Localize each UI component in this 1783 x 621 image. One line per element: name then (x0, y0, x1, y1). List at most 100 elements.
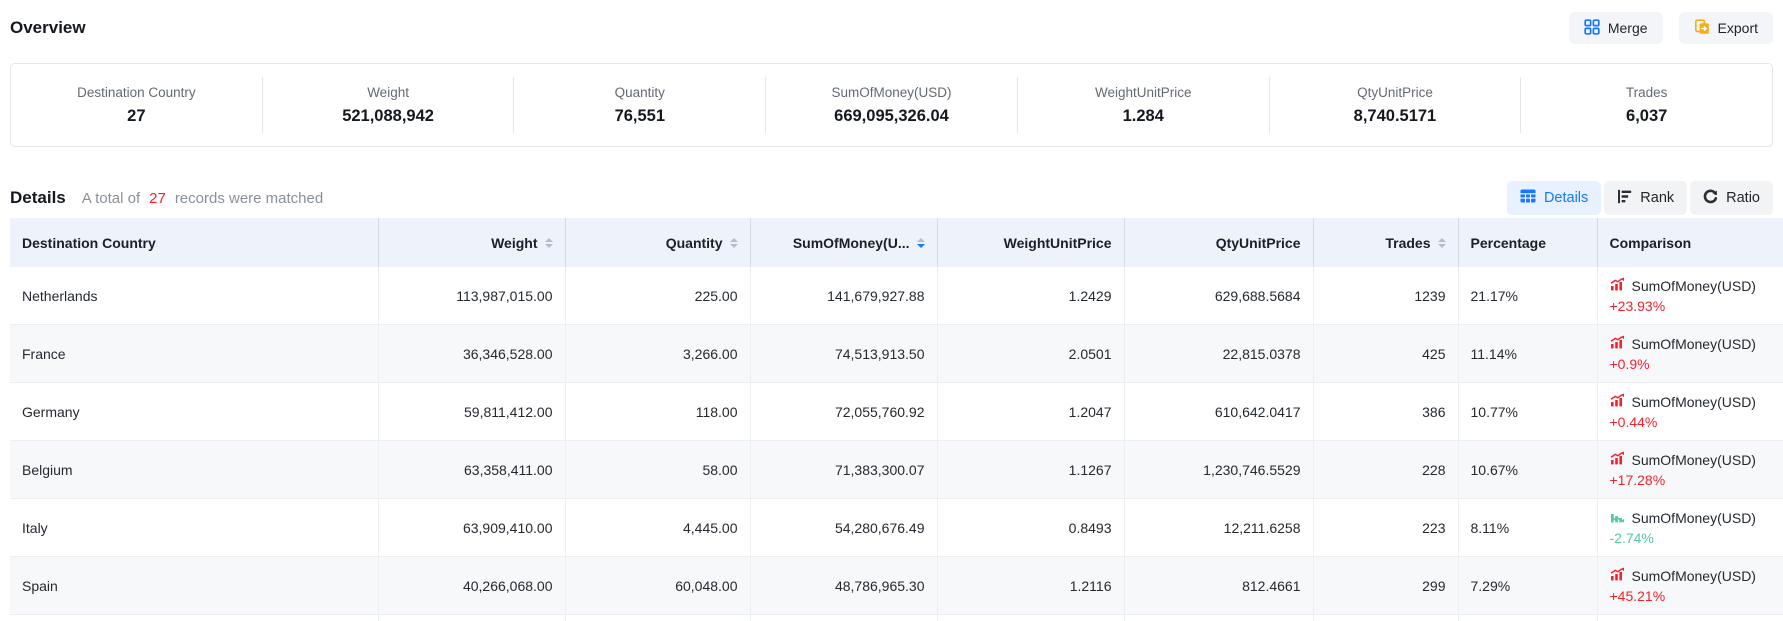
stat-value: 76,551 (614, 106, 666, 125)
cell-sum-of-money: 54,280,676.49 (750, 498, 938, 557)
stat-quantity: Quantity 76,551 (513, 77, 765, 133)
trend-up-icon (1610, 335, 1625, 352)
cell-weight-unit-price: 1.1267 (937, 440, 1125, 499)
table-icon (1520, 189, 1536, 207)
stat-sum-of-money: SumOfMoney(USD) 669,095,326.04 (765, 77, 1017, 133)
cell-country: Netherlands (10, 267, 379, 325)
stat-trades: Trades 6,037 (1520, 77, 1772, 133)
match-count: 27 (149, 189, 166, 207)
details-bar: Details A total of 27 records were match… (10, 180, 1773, 216)
table-row: Belgium 63,358,411.00 58.00 71,383,300.0… (10, 440, 1783, 499)
stat-qty-unit-price: QtyUnitPrice 8,740.5171 (1268, 77, 1521, 133)
cell-qty-unit-price: 629,688.5684 (1124, 267, 1314, 325)
export-button[interactable]: Export (1678, 12, 1773, 44)
cell-weight: 63,358,411.00 (378, 440, 566, 499)
stat-weight-unit-price: WeightUnitPrice 1.284 (1016, 77, 1269, 133)
cell-sum-of-money: 72,055,760.92 (750, 382, 938, 441)
table-header-row: Destination Country Weight Quantity SumO… (10, 218, 1783, 267)
comparison-metric: SumOfMoney(USD) (1631, 393, 1756, 410)
cell-trades: 1239 (1313, 267, 1459, 325)
cell-trades: 299 (1313, 556, 1459, 615)
col-comparison: Comparison (1597, 218, 1783, 267)
page-title: Overview (10, 18, 86, 37)
sort-caret (544, 237, 553, 248)
stat-value: 521,088,942 (342, 106, 434, 125)
comparison-change: +45.21% (1609, 588, 1666, 604)
stat-value: 1.284 (1122, 106, 1164, 125)
stat-label: Quantity (614, 84, 665, 100)
cell-quantity: 60,048.00 (565, 556, 751, 615)
view-switch: Details Rank Ratio (1506, 181, 1773, 215)
sort-caret-active-desc (916, 237, 925, 248)
col-percentage: Percentage (1458, 218, 1598, 267)
table-row: France 36,346,528.00 3,266.00 74,513,913… (10, 324, 1783, 383)
cell-weight: 36,346,528.00 (378, 324, 566, 383)
stat-label: Trades (1625, 84, 1668, 100)
ratio-icon (1703, 189, 1718, 208)
comparison-metric: SumOfMoney(USD) (1631, 567, 1756, 584)
details-title: Details (10, 188, 66, 207)
cell-trades: 223 (1313, 498, 1459, 557)
cell-comparison: SumOfMoney(USD) +23.93% (1597, 267, 1783, 325)
cell-qty-unit-price: 12,211.6258 (1124, 498, 1314, 557)
tab-ratio-label: Ratio (1726, 190, 1760, 206)
comparison-change: +23.93% (1609, 298, 1666, 314)
cell-qty-unit-price: 812.4661 (1124, 556, 1314, 615)
tab-ratio[interactable]: Ratio (1690, 181, 1773, 215)
cell-sum-of-money: 141,679,927.88 (750, 267, 938, 325)
cell-weight: 59,811,412.00 (378, 382, 566, 441)
cell-weight: 63,909,410.00 (378, 498, 566, 557)
stat-value: 6,037 (1626, 106, 1668, 125)
cell-percentage: 7.29% (1458, 556, 1598, 615)
tab-details[interactable]: Details (1506, 181, 1602, 215)
cell-comparison: SumOfMoney(USD) +45.21% (1597, 556, 1783, 615)
cell-weight-unit-price: 0.8493 (937, 498, 1125, 557)
stat-label: QtyUnitPrice (1357, 84, 1433, 100)
col-qty-unit-price: QtyUnitPrice (1124, 218, 1314, 267)
match-suffix: records were matched (174, 189, 324, 207)
cell-percentage: 10.77% (1458, 382, 1598, 441)
col-sum-of-money-sorter[interactable]: SumOfMoney(U... (750, 218, 938, 267)
cell-qty-unit-price: 1,230,746.5529 (1124, 440, 1314, 499)
stat-value: 669,095,326.04 (834, 106, 949, 125)
cell-percentage: 21.17% (1458, 267, 1598, 325)
stat-destination-country: Destination Country 27 (11, 77, 262, 133)
merge-button[interactable]: Merge (1568, 12, 1663, 44)
col-quantity-sorter[interactable]: Quantity (565, 218, 751, 267)
table-row: Spain 40,266,068.00 60,048.00 48,786,965… (10, 556, 1783, 615)
cell-country: Italy (10, 498, 379, 557)
cell-weight: 40,266,068.00 (378, 556, 566, 615)
cell-percentage: 10.67% (1458, 440, 1598, 499)
trend-up-icon (1610, 451, 1625, 468)
merge-icon (1584, 18, 1600, 38)
col-weight-unit-price: WeightUnitPrice (937, 218, 1125, 267)
trend-up-icon (1610, 393, 1625, 410)
table-row-partial (10, 614, 1783, 621)
comparison-metric: SumOfMoney(USD) (1631, 335, 1756, 352)
cell-weight-unit-price: 1.2116 (937, 556, 1125, 615)
tab-rank[interactable]: Rank (1604, 181, 1688, 215)
match-prefix: A total of (81, 189, 141, 207)
trend-up-icon (1610, 567, 1625, 584)
cell-comparison: SumOfMoney(USD) -2.74% (1597, 498, 1783, 557)
details-table: Destination Country Weight Quantity SumO… (10, 218, 1783, 621)
comparison-metric: SumOfMoney(USD) (1631, 509, 1756, 526)
cell-sum-of-money: 48,786,965.30 (750, 556, 938, 615)
table-row: Netherlands 113,987,015.00 225.00 141,67… (10, 267, 1783, 325)
tab-details-label: Details (1543, 190, 1589, 206)
stat-weight: Weight 521,088,942 (261, 77, 514, 133)
comparison-change: +0.9% (1609, 356, 1650, 372)
cell-comparison: SumOfMoney(USD) +17.28% (1597, 440, 1783, 499)
cell-quantity: 118.00 (565, 382, 751, 441)
comparison-metric: SumOfMoney(USD) (1631, 277, 1756, 294)
stat-value: 27 (127, 106, 146, 125)
col-weight-sorter[interactable]: Weight (378, 218, 566, 267)
export-button-label: Export (1717, 20, 1758, 36)
cell-country: France (10, 324, 379, 383)
col-trades-sorter[interactable]: Trades (1313, 218, 1459, 267)
cell-percentage: 8.11% (1458, 498, 1598, 557)
cell-qty-unit-price: 610,642.0417 (1124, 382, 1314, 441)
cell-weight-unit-price: 1.2429 (937, 267, 1125, 325)
stat-value: 8,740.5171 (1353, 106, 1437, 125)
col-destination-country: Destination Country (10, 218, 379, 267)
